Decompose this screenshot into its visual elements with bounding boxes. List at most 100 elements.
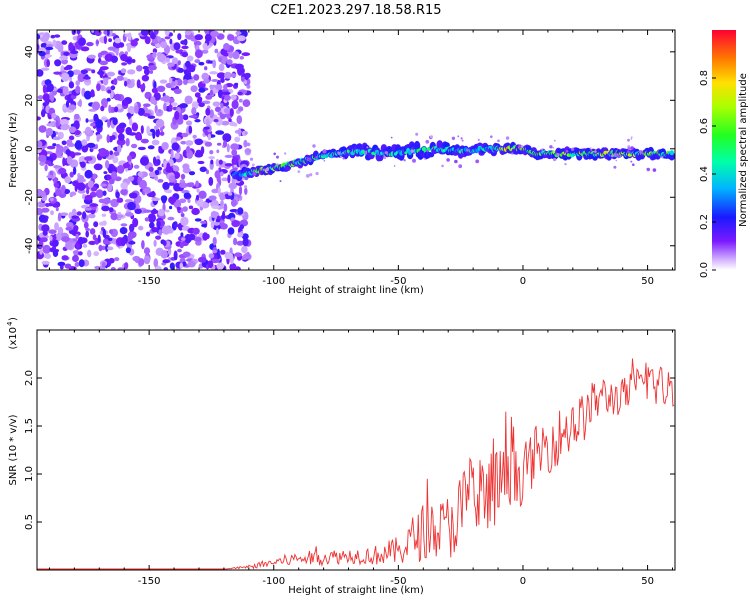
noise-blob: [174, 224, 182, 228]
noise-blob: [181, 51, 189, 58]
noise-blob: [201, 72, 209, 81]
noise-blob: [116, 165, 125, 174]
noise-blob: [197, 160, 205, 165]
scatter-point: [549, 145, 553, 149]
noise-blob: [140, 138, 149, 144]
noise-blob: [230, 265, 237, 270]
noise-blob: [219, 223, 228, 230]
noise-blob: [179, 103, 188, 109]
noise-blob: [174, 79, 178, 86]
noise-blob: [152, 51, 157, 59]
noise-blob: [114, 106, 119, 113]
noise-blob: [168, 103, 173, 112]
noise-blob: [69, 75, 73, 84]
noise-blob: [107, 182, 113, 192]
scatter-point: [610, 154, 614, 158]
noise-blob: [102, 261, 106, 268]
scatter-point: [626, 150, 630, 154]
noise-blob: [131, 122, 139, 132]
noise-blob: [136, 65, 143, 72]
noise-blob: [199, 166, 207, 173]
noise-blob: [211, 205, 220, 209]
scatter-point: [497, 139, 500, 143]
noise-blob: [221, 177, 229, 182]
noise-blob: [127, 106, 136, 115]
noise-blob: [179, 262, 184, 269]
noise-blob: [134, 208, 142, 214]
snr-ylabel: SNR (10 * v/v): [8, 414, 19, 485]
x-tick-label: -150: [138, 276, 161, 287]
noise-blob: [231, 149, 238, 157]
noise-blob: [45, 44, 55, 48]
noise-blob: [95, 40, 100, 45]
scatter-point: [412, 158, 416, 163]
noise-blob: [104, 160, 110, 169]
noise-blob: [125, 247, 131, 254]
scatter-point: [383, 156, 387, 160]
noise-blob: [120, 223, 128, 227]
noise-blob: [68, 104, 77, 111]
noise-blob: [186, 55, 194, 62]
noise-blob: [89, 203, 99, 207]
noise-blob: [72, 166, 77, 175]
noise-blob: [116, 103, 123, 110]
noise-blob: [204, 141, 213, 147]
noise-blob: [188, 233, 196, 241]
scatter-point: [309, 173, 313, 177]
noise-blob: [244, 148, 252, 153]
noise-blob: [126, 78, 131, 85]
noise-blob: [117, 144, 122, 153]
noise-blob: [85, 230, 89, 238]
noise-blob: [85, 126, 92, 135]
noise-blob: [157, 208, 165, 217]
noise-blob: [146, 192, 156, 198]
scatter-point: [475, 159, 480, 164]
noise-blob: [41, 207, 50, 213]
scatter-point: [630, 146, 634, 150]
noise-blob: [180, 140, 187, 145]
noise-blob: [99, 66, 109, 71]
scatter-point: [553, 139, 556, 142]
noise-blob: [93, 113, 99, 122]
noise-blob: [37, 43, 40, 51]
noise-blob: [38, 240, 44, 249]
scatter-point: [564, 163, 567, 166]
noise-blob: [188, 171, 196, 176]
spectrogram-panel: -150 -100 -50 0 50 -40 -20 0 20 40 Height of stra…: [8, 29, 676, 296]
noise-blob: [220, 200, 224, 207]
noise-blob: [244, 187, 248, 195]
scatter-point: [451, 136, 456, 140]
noise-blob: [73, 250, 80, 256]
noise-blob: [200, 220, 207, 224]
noise-blob: [125, 138, 130, 147]
noise-blob: [223, 84, 228, 91]
noise-blob: [187, 261, 196, 268]
noise-blob: [214, 106, 222, 113]
noise-blob: [190, 85, 198, 93]
noise-blob: [203, 78, 210, 84]
noise-blob: [103, 30, 108, 35]
noise-blob: [242, 237, 249, 247]
scatter-point: [284, 152, 287, 155]
noise-blob: [195, 194, 200, 201]
snr-marks: [37, 358, 675, 570]
noise-blob: [97, 234, 101, 243]
noise-blob: [216, 248, 220, 257]
noise-blob: [171, 142, 180, 151]
noise-blob: [63, 51, 70, 56]
noise-blob: [153, 239, 157, 247]
noise-blob: [174, 152, 180, 159]
noise-blob: [106, 30, 110, 36]
scatter-point: [594, 150, 597, 153]
noise-blob: [145, 231, 151, 237]
colorbar-gradient: [712, 30, 736, 270]
noise-blob: [127, 201, 136, 211]
spectrogram-ylabel: Frequency (Hz): [8, 112, 19, 188]
noise-blob: [37, 202, 40, 207]
noise-blob: [201, 223, 208, 228]
noise-blob: [177, 248, 182, 253]
noise-blob: [155, 128, 160, 138]
noise-blob: [135, 131, 142, 141]
scatter-point: [382, 155, 385, 158]
noise-blob: [38, 214, 47, 223]
